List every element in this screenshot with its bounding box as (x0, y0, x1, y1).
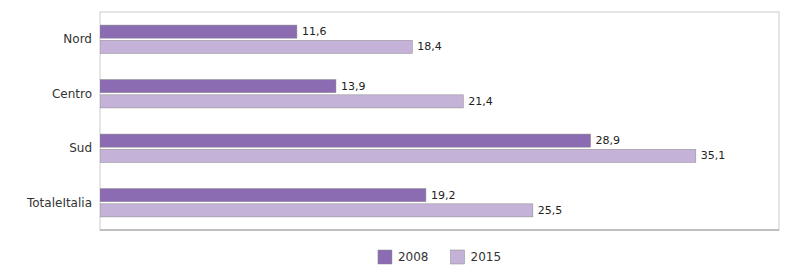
data-label: 11,6 (302, 25, 327, 38)
data-label: 13,9 (341, 80, 366, 93)
plot-frame (100, 12, 779, 230)
legend-swatch (378, 250, 392, 264)
data-label: 28,9 (596, 134, 621, 147)
legend-label: 2015 (471, 250, 502, 264)
bar (100, 25, 297, 38)
axes-frame (100, 12, 779, 230)
bar (100, 204, 533, 217)
legend-label: 2008 (398, 250, 429, 264)
data-label: 18,4 (417, 40, 442, 53)
data-label: 25,5 (538, 204, 563, 217)
y-tick-label: Sud (69, 141, 92, 155)
bar (100, 80, 336, 93)
y-axis: TotaleItalia Sud Centro Nord (26, 32, 92, 210)
data-label: 21,4 (468, 95, 493, 108)
legend-item: 2008 (378, 250, 429, 264)
y-tick-label: Centro (52, 87, 92, 101)
bars (100, 25, 696, 217)
bar (100, 95, 463, 108)
data-label: 19,2 (431, 189, 456, 202)
bar (100, 40, 412, 53)
y-tick-label: TotaleItalia (26, 196, 92, 210)
data-labels: 19,2 25,5 28,9 35,1 13,9 21,4 11,6 18,4 (302, 25, 725, 217)
legend-item: 2015 (451, 250, 502, 264)
bar (100, 149, 696, 162)
y-tick-label: Nord (63, 32, 92, 46)
chart: 19,2 25,5 28,9 35,1 13,9 21,4 11,6 18,4 TotaleIt… (0, 0, 809, 276)
data-label: 35,1 (701, 149, 726, 162)
x-axis-line (100, 230, 779, 231)
bar (100, 134, 591, 147)
bar (100, 189, 426, 202)
legend-swatch (451, 250, 465, 264)
legend: 2008 2015 (378, 250, 501, 264)
